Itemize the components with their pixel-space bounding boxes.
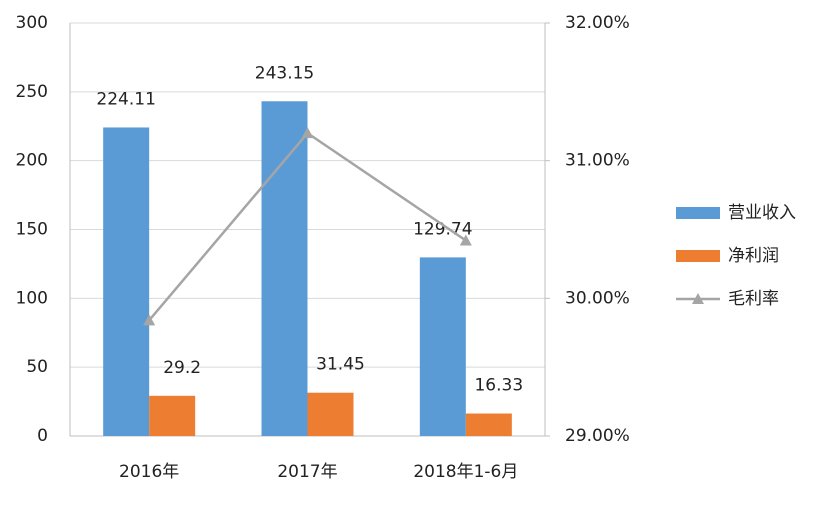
- legend-label: 毛利率: [728, 289, 779, 309]
- bar: [261, 101, 308, 437]
- legend-swatch: [692, 293, 704, 304]
- legend-label: 营业收入: [728, 203, 796, 223]
- bar: [307, 392, 354, 436]
- legend-swatch: [676, 207, 720, 219]
- legend-label: 净利润: [728, 246, 779, 266]
- y2-tick-label: 31.00%: [565, 151, 630, 171]
- y-tick-label: 250: [16, 82, 48, 102]
- y-tick-label: 100: [16, 288, 48, 308]
- y2-tick-label: 30.00%: [565, 288, 630, 308]
- y2-tick-label: 32.00%: [565, 13, 630, 33]
- legend-swatch: [676, 250, 720, 262]
- value-label: 129.74: [413, 219, 472, 239]
- y-tick-label: 300: [16, 13, 48, 33]
- x-tick-label: 2016年: [119, 462, 179, 482]
- bar: [149, 395, 196, 436]
- value-label: 243.15: [255, 63, 314, 83]
- x-tick-label: 2018年1-6月: [413, 462, 518, 482]
- y2-tick-label: 29.00%: [565, 426, 630, 446]
- y-tick-label: 0: [37, 426, 48, 446]
- line-marker: [143, 314, 156, 326]
- y-tick-label: 50: [26, 357, 48, 377]
- value-label: 31.45: [316, 355, 365, 375]
- y-tick-label: 150: [16, 220, 48, 240]
- value-label: 224.11: [96, 89, 155, 109]
- y-tick-label: 200: [16, 151, 48, 171]
- bar: [419, 257, 466, 436]
- value-label: 29.2: [163, 358, 201, 378]
- line-marker: [301, 127, 314, 139]
- bar: [465, 413, 512, 436]
- line-marker: [459, 234, 472, 246]
- x-tick-label: 2017年: [277, 462, 337, 482]
- value-label: 16.33: [474, 376, 523, 396]
- bar: [103, 127, 150, 437]
